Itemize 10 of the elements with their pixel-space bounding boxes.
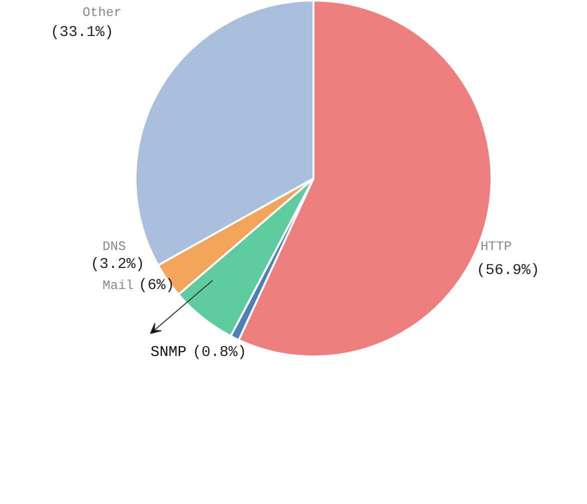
slice-label: Mail (102, 278, 134, 293)
data-label: (6%) (138, 277, 175, 294)
slice-label: DNS (102, 239, 126, 254)
slice-label: SNMP (150, 344, 187, 361)
slice-label: HTTP (480, 239, 512, 254)
slice-label: Other (82, 5, 122, 20)
data-label: (56.9%) (476, 262, 540, 279)
data-label: (3.2%) (90, 256, 145, 273)
data-label: (33.1%) (50, 24, 114, 41)
data-label: (0.8%) (192, 344, 247, 361)
